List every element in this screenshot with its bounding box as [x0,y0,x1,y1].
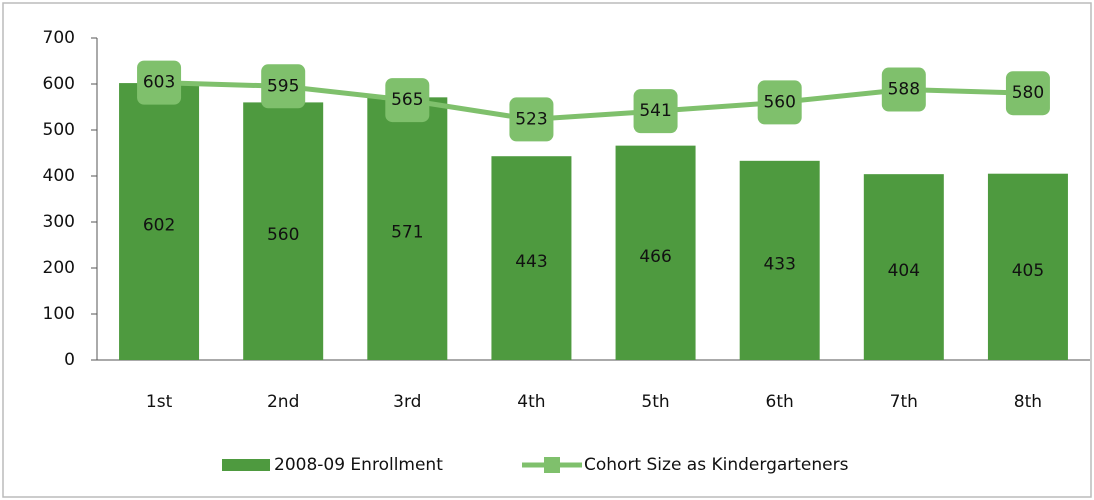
line-marker [261,64,306,109]
bar [987,173,1068,360]
line-value-label: 580 [1012,83,1044,103]
line-marker [881,67,926,112]
legend-swatch [222,459,270,471]
x-tick-label: 6th [766,392,794,412]
bar-value-label: 466 [639,247,671,267]
bar-value-label: 404 [888,261,920,281]
line-value-label: 523 [515,109,547,129]
line-marker [509,97,554,142]
line-marker [757,80,802,125]
bar-value-label: 571 [391,223,423,243]
line-marker [137,60,182,105]
line-value-label: 603 [143,73,175,93]
line-value-label: 565 [391,90,423,110]
x-tick-label: 2nd [267,392,299,412]
y-tick-label: 100 [43,304,75,324]
y-tick-label: 500 [43,120,75,140]
bar-value-label: 405 [1012,261,1044,281]
bar [739,160,820,360]
x-tick-label: 5th [641,392,669,412]
y-tick-label: 0 [64,350,75,370]
x-tick-label: 7th [890,392,918,412]
bar-value-label: 560 [267,225,299,245]
y-tick-label: 600 [43,74,75,94]
line-marker [633,89,678,134]
line-value-label: 595 [267,76,299,96]
x-tick-label: 1st [146,392,173,412]
y-tick-label: 200 [43,258,75,278]
line-marker [1005,71,1050,116]
bar [367,97,448,360]
y-tick-label: 700 [43,28,75,48]
x-tick-label: 3rd [393,392,421,412]
y-tick-label: 400 [43,166,75,186]
line-value-label: 541 [639,101,671,121]
bar-value-label: 433 [763,254,795,274]
line-marker [385,78,430,123]
bar [615,145,696,360]
bar [119,83,200,360]
x-tick-label: 8th [1014,392,1042,412]
bar-value-label: 602 [143,216,175,236]
bar [491,156,572,360]
x-tick-label: 4th [517,392,545,412]
legend-label: 2008-09 Enrollment [274,455,443,475]
bar [863,174,944,360]
line-value-label: 588 [888,80,920,100]
legend-label: Cohort Size as Kindergarteners [584,455,849,475]
bar-value-label: 443 [515,252,547,272]
line-value-label: 560 [763,92,795,112]
legend-swatch [544,457,560,473]
y-tick-label: 300 [43,212,75,232]
bar [243,102,324,361]
